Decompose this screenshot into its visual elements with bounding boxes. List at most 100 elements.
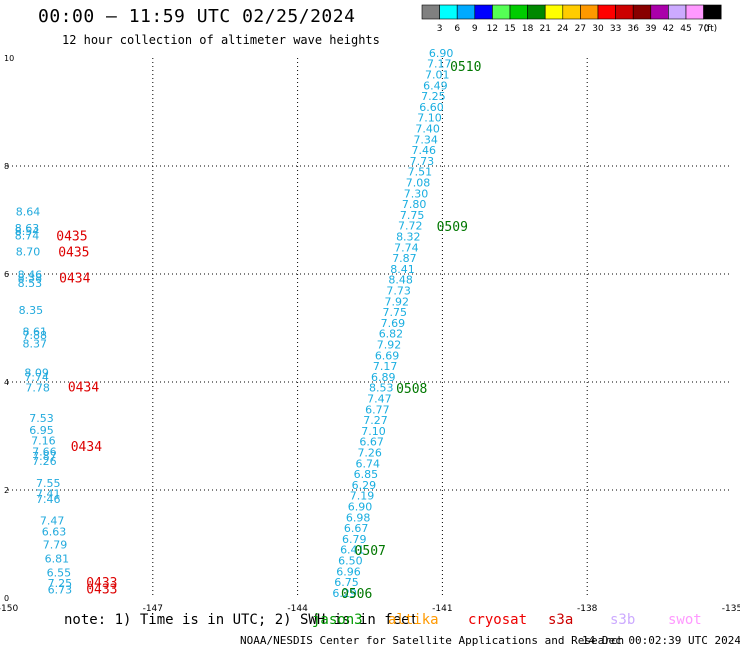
swh-label-left: 6.95: [29, 424, 54, 437]
swh-label-left: 7.41: [36, 488, 61, 501]
page-subtitle: 12 hour collection of altimeter wave hei…: [62, 33, 380, 47]
lat-tick-label: 10: [4, 54, 14, 63]
legend-jason3: jason3: [312, 612, 363, 628]
legend-swot: swot: [668, 612, 702, 628]
swh-label-diagonal: 6.41: [340, 544, 365, 557]
lat-tick-label: 2: [4, 486, 9, 495]
time-label-diagonal: 0509: [437, 220, 468, 235]
time-label-left: 0434: [59, 272, 90, 287]
wave-height-colorbar: 3 6 9 12 15 18 21 24 27 30 33 36 39 42 45 70(ft): [421, 4, 722, 34]
swh-label-diagonal: 7.40: [415, 123, 440, 136]
lon-tick-label: -138: [577, 604, 598, 614]
colorbar-tick-label: 18: [522, 24, 534, 34]
swh-label-left: 8.09: [24, 367, 49, 380]
swh-label-diagonal: 7.73: [410, 155, 435, 168]
swh-label-diagonal: 7.17: [373, 360, 398, 373]
lat-tick-label: 6: [4, 270, 9, 279]
colorbar-tick-label: 27: [575, 24, 586, 34]
swh-label-left: 6.63: [42, 525, 67, 538]
swh-label-left: 7.74: [24, 371, 49, 384]
swh-label-diagonal: 6.85: [354, 468, 379, 481]
legend-altika: altika: [388, 612, 439, 628]
legend-s3a: s3a: [548, 612, 574, 628]
swh-label-diagonal: 6.29: [332, 587, 357, 600]
swh-label-left: 8.61: [22, 326, 47, 339]
swh-label-diagonal: 7.69: [381, 317, 406, 330]
swh-label-diagonal: 7.87: [392, 252, 417, 265]
swh-label-diagonal: 6.98: [346, 511, 371, 524]
colorbar-tick-label: 33: [610, 24, 621, 34]
swh-label-diagonal: 7.46: [412, 144, 437, 157]
swh-label-left: 8.70: [16, 246, 41, 259]
colorbar-tick-label: 42: [663, 24, 674, 34]
swh-label-diagonal: 7.25: [421, 90, 446, 103]
swh-label-diagonal: 8.41: [390, 263, 415, 276]
swh-label-diagonal: 8.32: [396, 231, 421, 244]
time-label-left: 0434: [68, 381, 99, 396]
swh-label-left: 7.79: [43, 538, 68, 551]
colorbar-tick-label: 12: [487, 24, 498, 34]
time-label-diagonal: 0507: [355, 544, 386, 559]
swh-label-left: 7.46: [36, 493, 61, 506]
swh-label-diagonal: 7.51: [408, 166, 433, 179]
time-label-left: 0434: [71, 440, 102, 455]
swh-label-diagonal: 6.96: [336, 565, 361, 578]
colorbar-tick-label: 24: [557, 24, 569, 34]
swh-label-left: 7.16: [31, 435, 56, 448]
colorbar-tick-label: 6: [454, 24, 460, 34]
time-label-left: 0435: [56, 230, 87, 245]
lat-tick-label: 8: [4, 162, 9, 171]
swh-label-diagonal: 7.75: [383, 306, 408, 319]
colorbar-tick-label: 21: [539, 24, 550, 34]
swh-label-diagonal: 6.67: [359, 436, 384, 449]
footer-timestamp: 14 Dec 00:02:39 UTC 2024: [582, 634, 740, 647]
time-label-diagonal: 0510: [450, 60, 481, 75]
swh-label-diagonal: 6.82: [379, 328, 404, 341]
lon-tick-label: -147: [143, 604, 163, 614]
swh-label-diagonal: 6.90: [429, 47, 454, 60]
swh-label-diagonal: 6.74: [356, 457, 381, 470]
legend-cryosat: cryosat: [468, 612, 528, 628]
time-label-left: 0433: [86, 576, 117, 591]
swh-label-diagonal: 8.53: [369, 382, 394, 395]
swh-label-left: 8.53: [18, 277, 43, 290]
colorbar-swatch: [703, 4, 722, 20]
time-label-left: 0433: [86, 583, 117, 598]
swh-label-diagonal: 7.34: [413, 133, 438, 146]
swh-label-diagonal: 7.30: [404, 187, 429, 200]
swh-label-diagonal: 7.26: [357, 447, 382, 460]
swh-label-left: 8.54: [15, 225, 39, 238]
swh-label-diagonal: 7.08: [406, 177, 431, 190]
swh-label-left: 7.55: [36, 477, 61, 490]
colorbar-tick-label: 45: [680, 24, 691, 34]
swh-label-left: 8.38: [18, 272, 43, 285]
swh-label-left: 8.74: [15, 229, 39, 242]
swh-label-diagonal: 6.49: [423, 79, 448, 92]
swh-label-left: 8.46: [18, 268, 43, 281]
swh-label-diagonal: 7.27: [363, 414, 388, 427]
swh-label-diagonal: 7.73: [386, 285, 411, 298]
footer-note: note: 1) Time is in UTC; 2) SWH is in fe…: [64, 612, 419, 628]
swh-label-diagonal: 6.69: [375, 349, 400, 362]
swh-label-diagonal: 6.79: [342, 533, 367, 546]
colorbar-tick-label: 70: [698, 24, 710, 34]
swh-label-left: 7.66: [32, 445, 57, 458]
swh-label-diagonal: 7.17: [427, 58, 452, 71]
swh-label-diagonal: 7.19: [350, 490, 375, 503]
lon-tick-label: -144: [287, 604, 308, 614]
swh-label-diagonal: 7.72: [398, 220, 423, 233]
swh-label-left: 8.64: [16, 206, 41, 219]
lon-tick-label: -135: [722, 604, 740, 614]
colorbar-tick-label: 36: [627, 24, 639, 34]
swh-label-diagonal: 8.48: [388, 274, 413, 287]
swh-label-diagonal: 6.77: [365, 403, 390, 416]
swh-label-diagonal: 6.89: [371, 371, 396, 384]
swh-label-diagonal: 6.75: [334, 576, 359, 589]
colorbar-tick-label: 3: [437, 24, 443, 34]
swh-label-left: 7.26: [32, 455, 57, 468]
swh-label-diagonal: 7.92: [384, 295, 409, 308]
swh-label-left: 6.73: [48, 584, 73, 597]
swh-label-diagonal: 6.50: [338, 555, 363, 568]
colorbar-tick-label: 15: [504, 24, 515, 34]
